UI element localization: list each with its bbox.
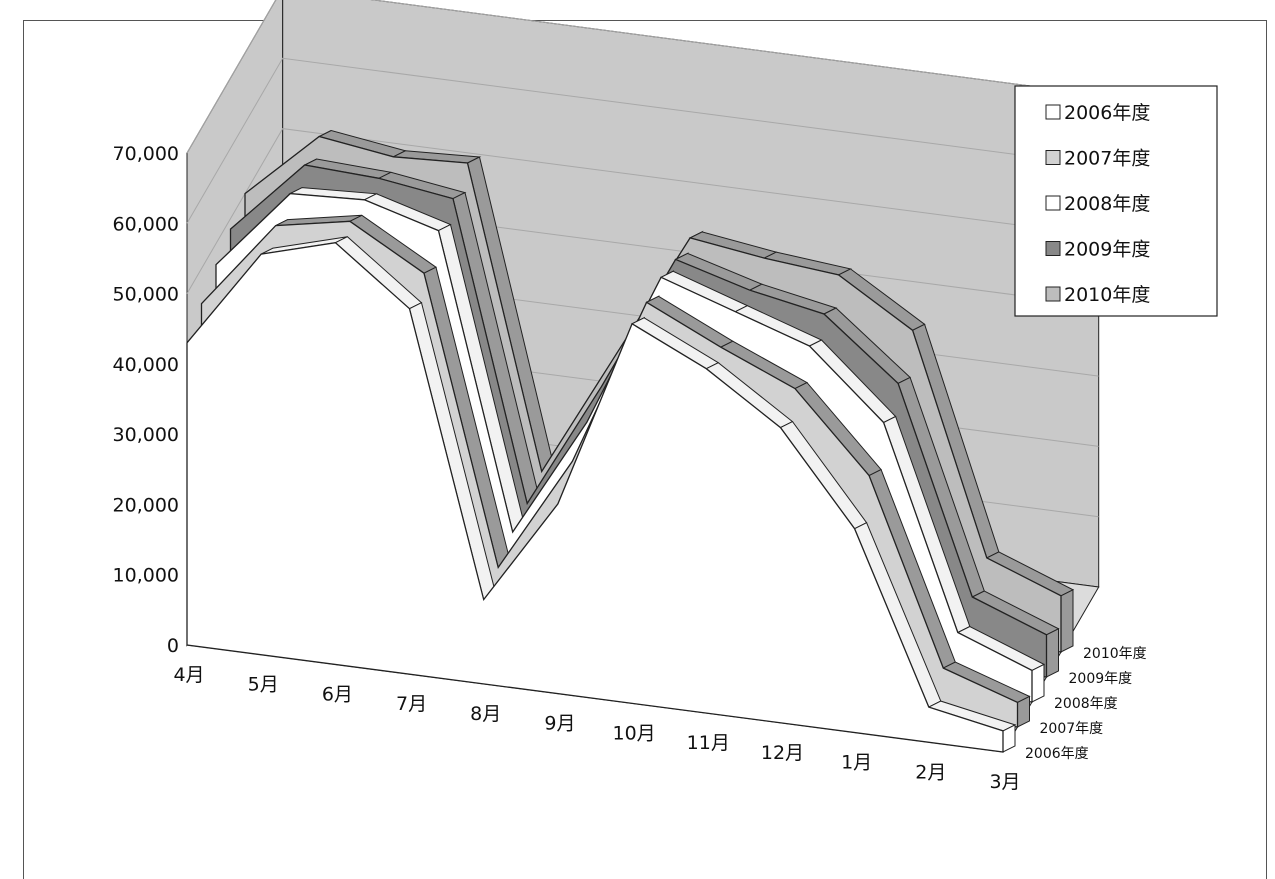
y-tick-label: 10,000 bbox=[113, 565, 179, 587]
x-tick-label: 1月 bbox=[841, 752, 872, 774]
series-end-cap bbox=[1031, 663, 1045, 703]
legend-item: 2006年度 bbox=[1045, 102, 1150, 124]
legend-item: 2010年度 bbox=[1045, 284, 1150, 306]
x-tick-label: 12月 bbox=[761, 742, 804, 764]
chart-frame bbox=[23, 20, 1267, 879]
gridline bbox=[186, 128, 1099, 294]
legend-label: 2010年度 bbox=[1064, 284, 1150, 306]
y-tick-label: 60,000 bbox=[113, 213, 179, 235]
legend-item: 2009年度 bbox=[1045, 239, 1150, 261]
y-tick-label: 0 bbox=[167, 635, 179, 657]
legend-item: 2007年度 bbox=[1045, 148, 1150, 170]
legend-label: 2007年度 bbox=[1064, 148, 1150, 170]
y-tick-label: 20,000 bbox=[113, 494, 179, 516]
x-tick-label: 7月 bbox=[396, 693, 427, 715]
gridline bbox=[186, 0, 1099, 154]
x-tick-label: 10月 bbox=[612, 722, 655, 744]
depth-axis-label: 2007年度 bbox=[1040, 721, 1104, 737]
depth-axis-label: 2010年度 bbox=[1083, 646, 1147, 662]
x-tick-label: 11月 bbox=[687, 732, 730, 754]
series-areas bbox=[186, 129, 1075, 753]
legend: 2006年度 2007年度 2008年度 2009年度 2010年度 bbox=[1014, 85, 1218, 317]
x-tick-label: 8月 bbox=[470, 703, 501, 725]
legend-label: 2008年度 bbox=[1064, 193, 1150, 215]
legend-swatch bbox=[1045, 241, 1061, 256]
legend-swatch bbox=[1045, 104, 1061, 120]
series-end-cap bbox=[1060, 588, 1074, 653]
axes: 0 10,000 20,000 30,000 40,000 50,000 60,000 70,… bbox=[113, 143, 1147, 793]
y-tick-label: 30,000 bbox=[113, 424, 179, 446]
depth-axis-label: 2009年度 bbox=[1069, 671, 1133, 687]
x-tick-label: 3月 bbox=[989, 771, 1020, 793]
series-2006年度 bbox=[186, 236, 1017, 753]
depth-axis-label: 2008年度 bbox=[1054, 696, 1118, 712]
x-tick-label: 9月 bbox=[544, 713, 575, 735]
legend-label: 2006年度 bbox=[1064, 102, 1150, 124]
x-tick-label: 2月 bbox=[915, 761, 946, 783]
x-tick-label: 4月 bbox=[173, 664, 204, 686]
series-end-cap bbox=[1017, 695, 1030, 728]
y-tick-label: 40,000 bbox=[113, 354, 179, 376]
y-tick-label: 70,000 bbox=[113, 143, 179, 165]
legend-label: 2009年度 bbox=[1064, 239, 1150, 261]
legend-swatch bbox=[1045, 286, 1061, 302]
x-tick-label: 5月 bbox=[248, 674, 279, 696]
series-area bbox=[186, 242, 1004, 753]
legend-swatch bbox=[1045, 195, 1061, 211]
gridline bbox=[186, 57, 1099, 224]
legend-item: 2008年度 bbox=[1045, 193, 1150, 215]
x-tick-label: 6月 bbox=[322, 683, 353, 705]
y-tick-label: 50,000 bbox=[113, 284, 179, 306]
series-end-cap bbox=[1046, 627, 1059, 678]
depth-axis-label: 2006年度 bbox=[1025, 746, 1089, 762]
legend-swatch bbox=[1045, 150, 1061, 165]
